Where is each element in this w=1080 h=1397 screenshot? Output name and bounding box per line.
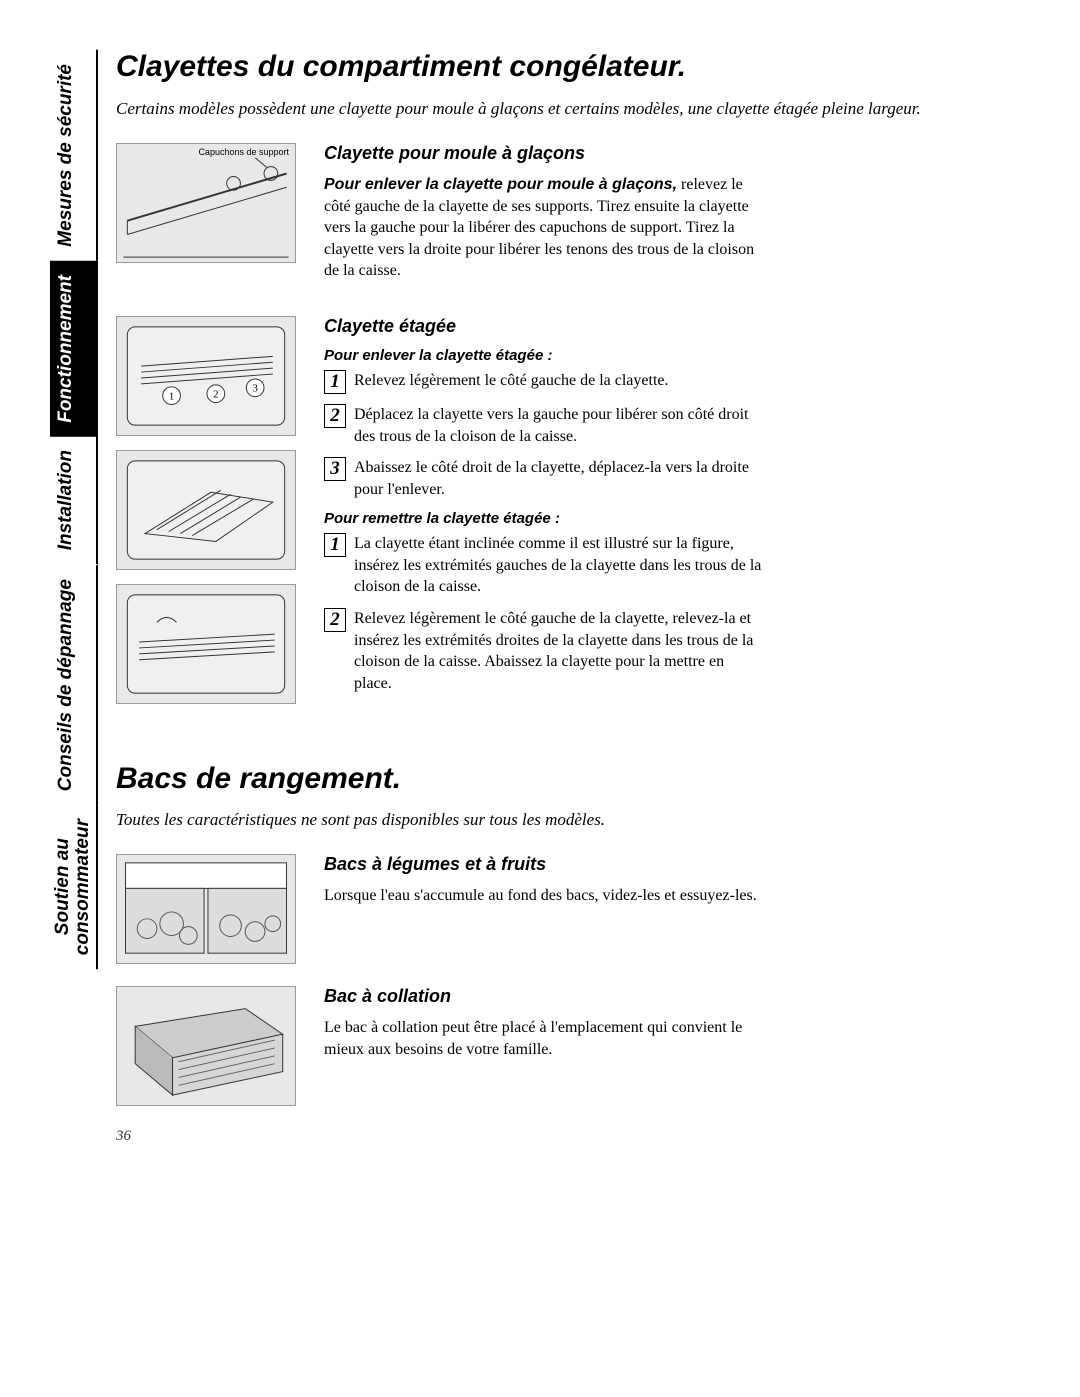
svg-text:2: 2	[213, 389, 218, 401]
remove-step-1: 1 Relevez légèrement le côté gauche de l…	[324, 370, 764, 394]
step-number-icon: 3	[324, 457, 346, 481]
tab-installation[interactable]: Installation	[50, 436, 98, 564]
sub2-heading: Clayette étagée	[324, 316, 764, 337]
section2-title: Bacs de rangement.	[116, 762, 1010, 796]
step-text: Relevez légèrement le côté gauche de la …	[354, 370, 668, 394]
figure-crisper-bins	[116, 854, 296, 964]
section2-intro: Toutes les caractéristiques ne sont pas …	[116, 810, 1010, 830]
bacs-heading: Bacs à légumes et à fruits	[324, 854, 764, 875]
step-number-icon: 1	[324, 370, 346, 394]
step-text: Déplacez la clayette vers la gauche pour…	[354, 404, 764, 447]
step-text: La clayette étant inclinée comme il est …	[354, 533, 764, 598]
step-text: Relevez légèrement le côté gauche de la …	[354, 608, 764, 694]
replace-step-2: 2 Relevez légèrement le côté gauche de l…	[324, 608, 764, 694]
step-number-icon: 1	[324, 533, 346, 557]
block-clayette-etagee: 1 2 3	[116, 316, 1010, 705]
page-number: 36	[116, 1128, 1010, 1145]
bacs-body: Lorsque l'eau s'accumule au fond des bac…	[324, 885, 764, 907]
step-text: Abaissez le côté droit de la clayette, d…	[354, 457, 764, 500]
block-bac-collation: Bac à collation Le bac à collation peut …	[116, 986, 1010, 1106]
section1-title: Clayettes du compartiment congélateur.	[116, 50, 1010, 84]
figure-step-shelf-replace1	[116, 450, 296, 570]
sub1-body: Pour enlever la clayette pour moule à gl…	[324, 174, 764, 282]
svg-text:1: 1	[169, 391, 174, 403]
side-tabs: Mesures de sécurité Fonctionnement Insta…	[50, 50, 98, 1145]
replace-label: Pour remettre la clayette étagée :	[324, 510, 764, 527]
tab-mesures[interactable]: Mesures de sécurité	[50, 50, 98, 261]
svg-text:3: 3	[252, 383, 257, 395]
replace-step-1: 1 La clayette étant inclinée comme il es…	[324, 533, 764, 598]
tab-line1: Soutien au	[52, 839, 73, 936]
collation-body: Le bac à collation peut être placé à l'e…	[324, 1017, 764, 1060]
step-number-icon: 2	[324, 608, 346, 632]
tab-soutien[interactable]: Soutien au consommateur	[50, 805, 98, 969]
block-moule-glacons: Capuchons de support Clayette pour moule…	[116, 143, 1010, 294]
figure-step-shelf-replace2	[116, 584, 296, 704]
sub1-heading: Clayette pour moule à glaçons	[324, 143, 764, 164]
figure-caption: Capuchons de support	[198, 147, 289, 157]
block-bacs-legumes: Bacs à légumes et à fruits Lorsque l'eau…	[116, 854, 1010, 964]
section1-intro: Certains modèles possèdent une clayette …	[116, 98, 1010, 121]
step-number-icon: 2	[324, 404, 346, 428]
bold-lead: Pour enlever la clayette pour moule à gl…	[324, 176, 677, 193]
remove-step-3: 3 Abaissez le côté droit de la clayette,…	[324, 457, 764, 500]
remove-step-2: 2 Déplacez la clayette vers la gauche po…	[324, 404, 764, 447]
figure-ice-shelf: Capuchons de support	[116, 143, 296, 263]
page: Mesures de sécurité Fonctionnement Insta…	[50, 50, 1010, 1145]
remove-label: Pour enlever la clayette étagée :	[324, 347, 764, 364]
figure-snack-pan	[116, 986, 296, 1106]
tab-depannage[interactable]: Conseils de dépannage	[50, 565, 98, 805]
figure-step-shelf-remove: 1 2 3	[116, 316, 296, 436]
collation-heading: Bac à collation	[324, 986, 764, 1007]
tab-fonctionnement[interactable]: Fonctionnement	[50, 261, 98, 437]
tab-line2: consommateur	[72, 819, 93, 955]
main-content: Clayettes du compartiment congélateur. C…	[116, 50, 1010, 1145]
